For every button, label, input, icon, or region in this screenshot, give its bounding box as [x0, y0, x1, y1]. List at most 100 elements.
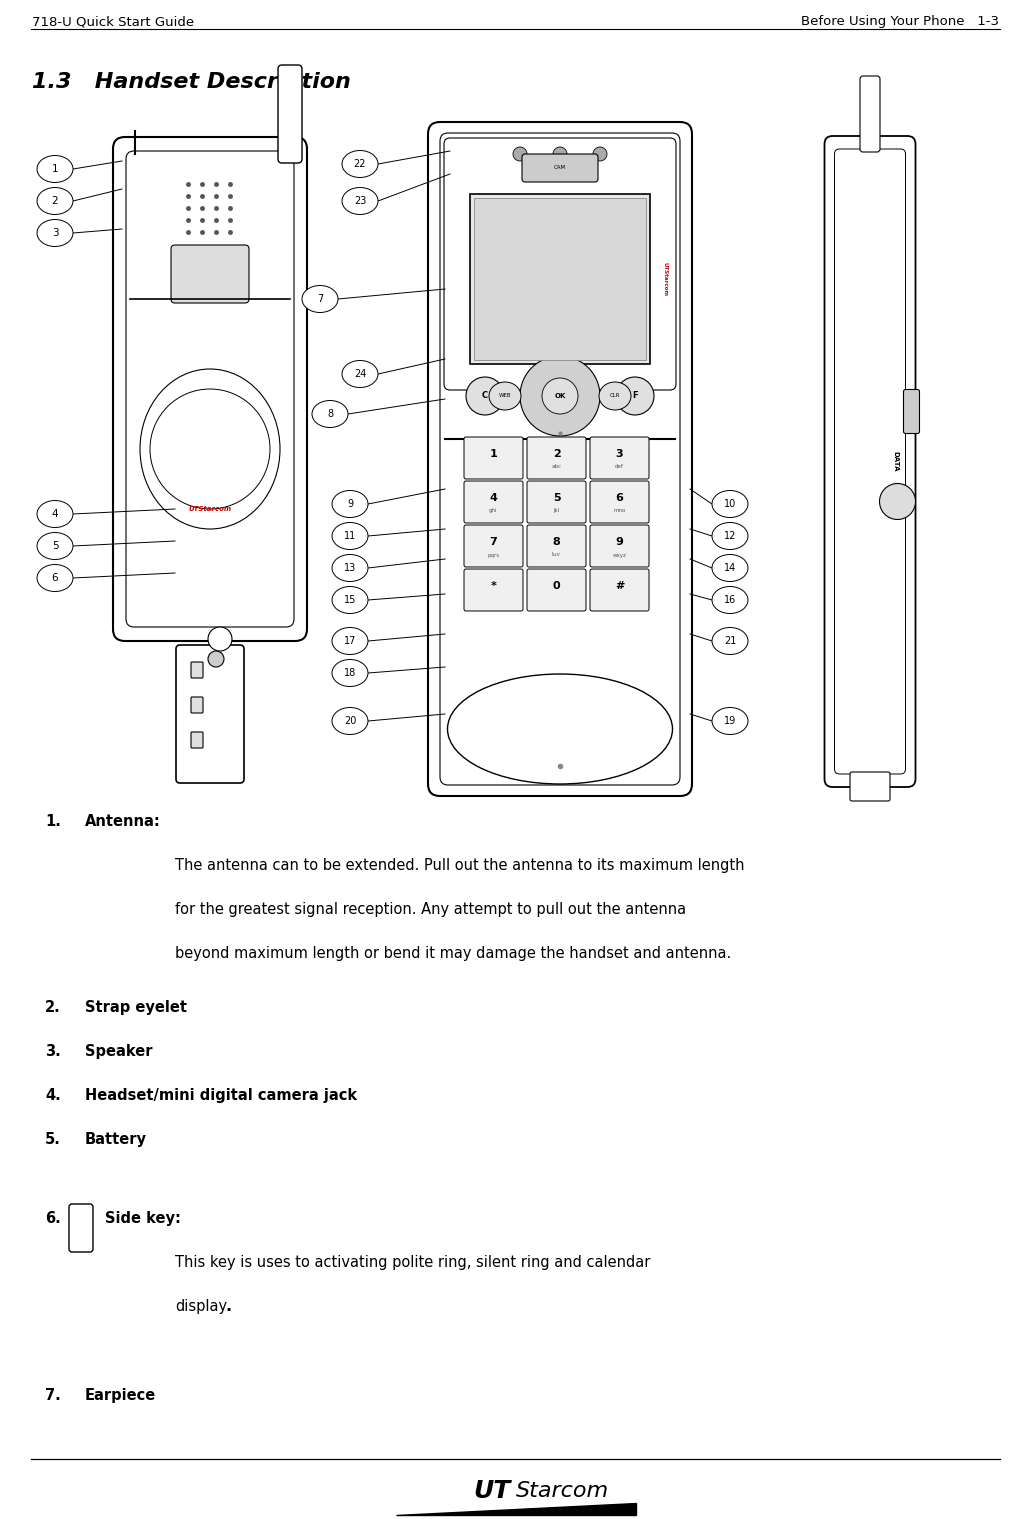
FancyBboxPatch shape [464, 437, 523, 478]
FancyBboxPatch shape [464, 570, 523, 611]
FancyBboxPatch shape [903, 389, 920, 433]
Circle shape [542, 378, 578, 415]
Text: Strap eyelet: Strap eyelet [85, 1000, 187, 1015]
Text: 11: 11 [344, 532, 356, 541]
FancyBboxPatch shape [590, 482, 648, 523]
Ellipse shape [342, 187, 378, 214]
Ellipse shape [332, 627, 368, 655]
Text: *: * [491, 580, 497, 591]
Text: The antenna can to be extended. Pull out the antenna to its maximum length: The antenna can to be extended. Pull out… [175, 858, 744, 873]
FancyBboxPatch shape [176, 646, 244, 782]
Text: 5.: 5. [45, 1132, 61, 1147]
Text: 3: 3 [616, 450, 624, 459]
Text: 718-U Quick Start Guide: 718-U Quick Start Guide [32, 15, 194, 29]
Ellipse shape [37, 565, 73, 591]
Ellipse shape [312, 401, 348, 427]
Text: 1.3   Handset Description: 1.3 Handset Description [32, 71, 351, 93]
FancyBboxPatch shape [825, 137, 916, 787]
FancyBboxPatch shape [590, 526, 648, 567]
Circle shape [208, 652, 224, 667]
Text: 9: 9 [347, 500, 353, 509]
Text: UTStarcom: UTStarcom [663, 261, 667, 296]
FancyBboxPatch shape [860, 76, 880, 152]
FancyBboxPatch shape [113, 137, 307, 641]
Text: 1: 1 [490, 450, 497, 459]
Text: 13: 13 [344, 564, 356, 573]
Text: UTStarcom: UTStarcom [189, 506, 232, 512]
Text: jkl: jkl [554, 509, 560, 513]
Text: 2.: 2. [45, 1000, 61, 1015]
Text: 5: 5 [553, 494, 560, 503]
Text: wxyz: wxyz [612, 553, 627, 557]
Text: 7: 7 [490, 538, 497, 547]
Text: 16: 16 [724, 595, 736, 605]
Text: WEB: WEB [499, 393, 511, 398]
Text: 7: 7 [317, 295, 323, 304]
Circle shape [879, 483, 916, 519]
Text: 17: 17 [343, 636, 356, 646]
FancyBboxPatch shape [126, 150, 294, 627]
Text: 3.: 3. [45, 1044, 61, 1059]
Ellipse shape [712, 491, 749, 518]
FancyBboxPatch shape [834, 149, 905, 775]
Circle shape [513, 147, 527, 161]
Polygon shape [396, 1502, 635, 1514]
Text: mno: mno [613, 509, 626, 513]
Text: DATA: DATA [892, 451, 898, 472]
Text: pqrs: pqrs [488, 553, 500, 557]
Ellipse shape [616, 377, 654, 415]
Text: This key is uses to activating polite ring, silent ring and calendar: This key is uses to activating polite ri… [175, 1255, 651, 1270]
Text: 20: 20 [343, 715, 356, 726]
Ellipse shape [37, 155, 73, 182]
Ellipse shape [712, 627, 749, 655]
FancyBboxPatch shape [527, 570, 586, 611]
Text: 23: 23 [354, 196, 366, 207]
Text: Side key:: Side key: [105, 1211, 180, 1226]
Ellipse shape [332, 708, 368, 735]
Text: Headset/mini digital camera jack: Headset/mini digital camera jack [85, 1088, 357, 1103]
Ellipse shape [489, 381, 521, 410]
Text: 6: 6 [616, 494, 624, 503]
FancyBboxPatch shape [278, 65, 302, 163]
Text: 5: 5 [52, 541, 59, 551]
Ellipse shape [712, 523, 749, 550]
Text: 9: 9 [616, 538, 624, 547]
Ellipse shape [712, 708, 749, 735]
FancyBboxPatch shape [191, 732, 203, 747]
FancyBboxPatch shape [444, 138, 676, 390]
FancyBboxPatch shape [527, 482, 586, 523]
Text: beyond maximum length or bend it may damage the handset and antenna.: beyond maximum length or bend it may dam… [175, 946, 731, 962]
Ellipse shape [599, 381, 631, 410]
Text: 6.: 6. [45, 1211, 61, 1226]
Text: 2: 2 [553, 450, 561, 459]
Text: 7.: 7. [45, 1388, 61, 1404]
FancyBboxPatch shape [522, 153, 598, 182]
FancyBboxPatch shape [191, 697, 203, 712]
Text: CLR: CLR [609, 393, 621, 398]
Text: 19: 19 [724, 715, 736, 726]
Circle shape [520, 355, 600, 436]
Ellipse shape [302, 286, 338, 313]
Ellipse shape [37, 187, 73, 214]
FancyBboxPatch shape [69, 1205, 93, 1252]
Ellipse shape [332, 491, 368, 518]
Text: Speaker: Speaker [85, 1044, 153, 1059]
Text: abc: abc [552, 465, 562, 469]
Text: UTStarcom: UTStarcom [538, 384, 581, 390]
Text: 12: 12 [724, 532, 736, 541]
Text: .: . [226, 1299, 232, 1314]
Text: #: # [614, 580, 624, 591]
Ellipse shape [332, 659, 368, 687]
Text: 2: 2 [52, 196, 59, 207]
Text: 4: 4 [490, 494, 497, 503]
Ellipse shape [332, 523, 368, 550]
Ellipse shape [37, 220, 73, 246]
Text: 4.: 4. [45, 1088, 61, 1103]
Text: 18: 18 [344, 668, 356, 677]
Text: 22: 22 [354, 159, 366, 169]
Circle shape [593, 147, 607, 161]
FancyBboxPatch shape [428, 122, 692, 796]
Text: 3: 3 [52, 228, 59, 238]
Ellipse shape [332, 586, 368, 614]
FancyBboxPatch shape [850, 772, 890, 801]
